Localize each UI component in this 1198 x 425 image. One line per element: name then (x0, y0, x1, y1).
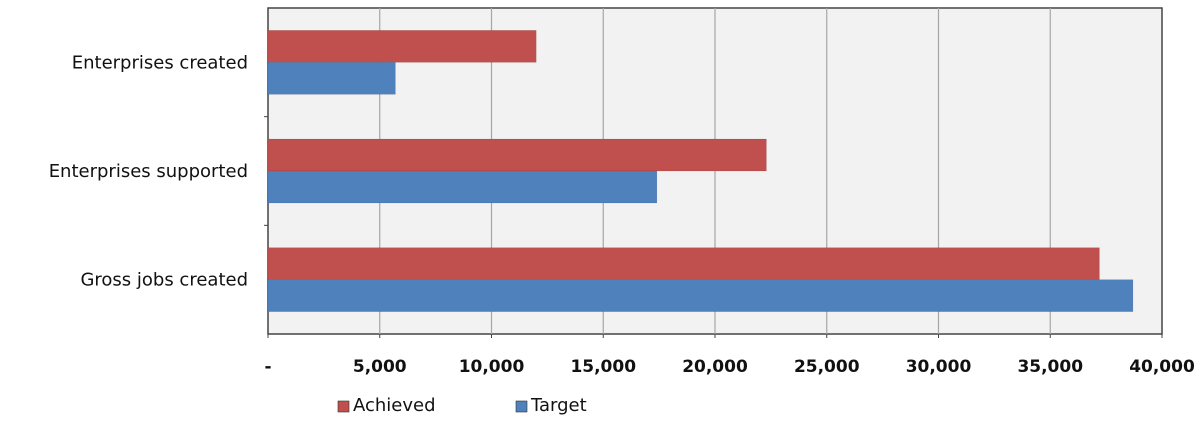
bar-achieved-2 (267, 247, 1100, 280)
bar-target-1 (267, 170, 658, 204)
bar-target-0 (267, 62, 396, 95)
category-label: Gross jobs created (80, 270, 248, 291)
x-tick-label: 15,000 (570, 357, 636, 377)
x-tick-label: - (264, 357, 271, 377)
bar-achieved-0 (267, 30, 537, 63)
x-tick-label: 10,000 (459, 357, 525, 377)
x-tick-label: 25,000 (794, 357, 860, 377)
category-label: Enterprises supported (49, 161, 248, 182)
category-label: Enterprises created (72, 52, 248, 73)
x-tick-label: 30,000 (906, 357, 972, 377)
legend-swatch-target (515, 400, 528, 413)
x-axis-ticks: - 5,000 10,000 15,000 20,000 25,000 30,000 35,0… (264, 334, 1195, 377)
legend-swatch-achieved (337, 400, 350, 413)
x-tick-label: 40,000 (1129, 357, 1195, 377)
bars (264, 30, 1134, 312)
x-tick-label: 35,000 (1017, 357, 1083, 377)
y-axis-categories: Enterprises created Enterprises supported… (49, 52, 248, 290)
legend-label-target: Target (530, 395, 587, 416)
x-tick-label: 20,000 (682, 357, 748, 377)
legend: Achieved Target (337, 395, 587, 416)
legend-label-achieved: Achieved (353, 395, 436, 416)
bar-achieved-1 (267, 138, 767, 172)
bar-target-2 (267, 279, 1134, 312)
x-tick-label: 5,000 (353, 357, 407, 377)
